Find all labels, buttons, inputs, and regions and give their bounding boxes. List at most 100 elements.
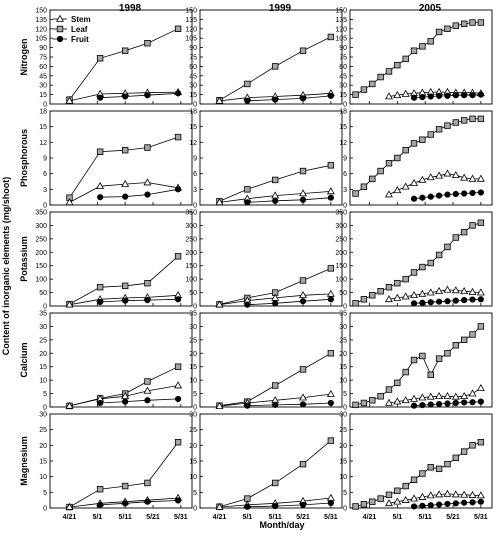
point-stem	[174, 381, 183, 389]
point-leaf	[410, 476, 418, 483]
point-leaf	[299, 366, 307, 373]
point-leaf	[377, 495, 384, 502]
point-stem	[65, 198, 74, 206]
point-leaf	[144, 279, 151, 287]
point-leaf	[410, 47, 418, 54]
point-stem	[299, 189, 308, 197]
y-tick-label: 90	[39, 45, 47, 52]
point-leaf	[369, 397, 376, 404]
y-tick-label: 300	[335, 223, 347, 230]
y-tick-label: 250	[335, 236, 347, 243]
row-label-magnesium: Magnesium	[19, 436, 29, 486]
y-tick-label: 25	[339, 427, 347, 434]
y-tick-label: 18	[339, 109, 347, 116]
point-leaf	[385, 386, 393, 393]
y-tick-label: 50	[339, 290, 347, 297]
y-tick-label: 150	[335, 263, 347, 270]
point-leaf	[444, 350, 451, 357]
y-tick-label: 15	[39, 459, 47, 466]
point-leaf	[352, 91, 359, 98]
point-stem	[65, 401, 74, 409]
point-stem	[476, 491, 485, 499]
point-fruit	[452, 399, 459, 407]
y-tick-label: 3	[343, 187, 347, 194]
y-tick-label: 30	[189, 324, 197, 331]
point-fruit	[327, 296, 334, 303]
point-leaf	[377, 393, 384, 400]
point-leaf	[469, 442, 476, 449]
panel-1999-magnesium: 0 5 10 15 20 25 30 4/21 5/1 5/11 5/21 5/31	[189, 412, 343, 521]
point-leaf	[96, 148, 104, 155]
point-stem	[476, 383, 485, 392]
point-leaf	[271, 382, 279, 389]
y-tick-label: 5	[43, 490, 47, 497]
y-tick-label: 0	[43, 102, 47, 109]
y-tick-label: 0	[343, 203, 347, 210]
point-leaf	[435, 251, 443, 259]
point-fruit	[427, 502, 434, 509]
panel-2005-nitrogen: 0 15 30 45 60 75 90 105 120 135 150	[335, 8, 493, 109]
point-fruit	[419, 502, 426, 509]
point-leaf	[469, 331, 476, 338]
point-leaf	[271, 63, 279, 70]
y-tick-label: 45	[39, 73, 47, 80]
point-leaf	[360, 183, 368, 190]
point-leaf	[244, 186, 251, 193]
point-stem	[215, 401, 224, 409]
y-tick-label: 25	[189, 337, 197, 344]
y-tick-label: 6	[343, 171, 347, 178]
point-fruit	[469, 399, 476, 406]
panel-frame	[199, 312, 343, 408]
point-fruit	[272, 401, 279, 408]
panel-1999-calcium: 0 5 10 15 20 25 30 35	[189, 311, 343, 412]
point-leaf	[377, 167, 384, 175]
y-tick-label: 200	[335, 250, 347, 257]
point-stem	[451, 392, 460, 400]
point-leaf	[385, 160, 393, 167]
panel-1998-calcium: 0 5 10 15 20 25 30 35 Calcium	[19, 311, 193, 412]
point-stem	[460, 287, 469, 295]
y-tick-label: 0	[193, 304, 197, 311]
point-fruit	[272, 96, 279, 103]
point-stem	[326, 289, 335, 297]
point-leaf	[427, 464, 434, 471]
point-stem	[410, 494, 419, 502]
point-fruit	[461, 296, 468, 304]
y-tick-label: 15	[189, 364, 197, 371]
y-tick-label: 0	[343, 405, 347, 412]
series-line-leaf	[69, 441, 179, 508]
series-line-fruit	[247, 95, 331, 102]
y-tick-label: 120	[35, 26, 47, 33]
point-fruit	[144, 397, 151, 404]
point-leaf	[435, 355, 443, 362]
point-leaf	[410, 140, 418, 147]
point-stem	[393, 186, 402, 194]
column-title-1998: 1998	[119, 3, 142, 14]
y-tick-label: 0	[43, 506, 47, 513]
point-stem	[418, 289, 427, 297]
point-fruit	[435, 501, 443, 508]
x-tick-label: 4/21	[213, 514, 227, 521]
point-fruit	[461, 499, 468, 506]
y-tick-label: 6	[43, 171, 47, 178]
point-fruit	[244, 402, 251, 409]
point-stem	[393, 293, 402, 301]
point-stem	[384, 499, 393, 507]
x-axis-title: Month/day	[260, 520, 305, 530]
y-tick-label: 20	[189, 443, 197, 450]
point-stem	[215, 300, 224, 308]
point-leaf	[174, 363, 182, 370]
point-leaf	[377, 73, 384, 81]
point-fruit	[435, 92, 443, 99]
point-fruit	[410, 503, 418, 510]
point-fruit	[410, 195, 418, 202]
point-fruit	[174, 90, 182, 97]
point-leaf	[144, 479, 151, 487]
point-leaf	[299, 47, 307, 54]
point-fruit	[97, 94, 104, 101]
point-fruit	[327, 92, 334, 99]
point-leaf	[394, 379, 401, 387]
point-fruit	[469, 499, 476, 506]
y-tick-label: 150	[35, 8, 47, 15]
y-tick-label: 60	[339, 64, 347, 71]
